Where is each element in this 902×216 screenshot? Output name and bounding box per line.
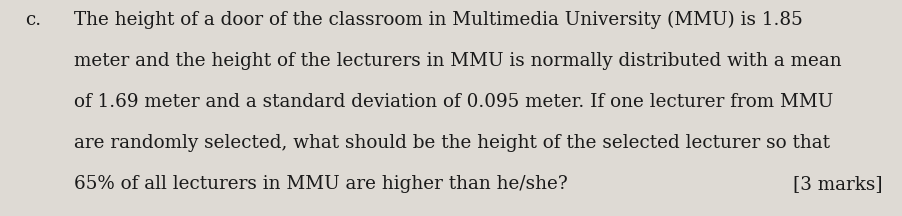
Text: of 1.69 meter and a standard deviation of 0.095 meter. If one lecturer from MMU: of 1.69 meter and a standard deviation o… (74, 93, 833, 111)
Text: The height of a door of the classroom in Multimedia University (MMU) is 1.85: The height of a door of the classroom in… (74, 11, 803, 29)
Text: c.: c. (25, 11, 41, 29)
Text: are randomly selected, what should be the height of the selected lecturer so tha: are randomly selected, what should be th… (74, 134, 830, 152)
Text: meter and the height of the lecturers in MMU is normally distributed with a mean: meter and the height of the lecturers in… (74, 52, 842, 70)
Text: [3 marks]: [3 marks] (793, 175, 882, 193)
Text: 65% of all lecturers in MMU are higher than he/she?: 65% of all lecturers in MMU are higher t… (74, 175, 567, 193)
